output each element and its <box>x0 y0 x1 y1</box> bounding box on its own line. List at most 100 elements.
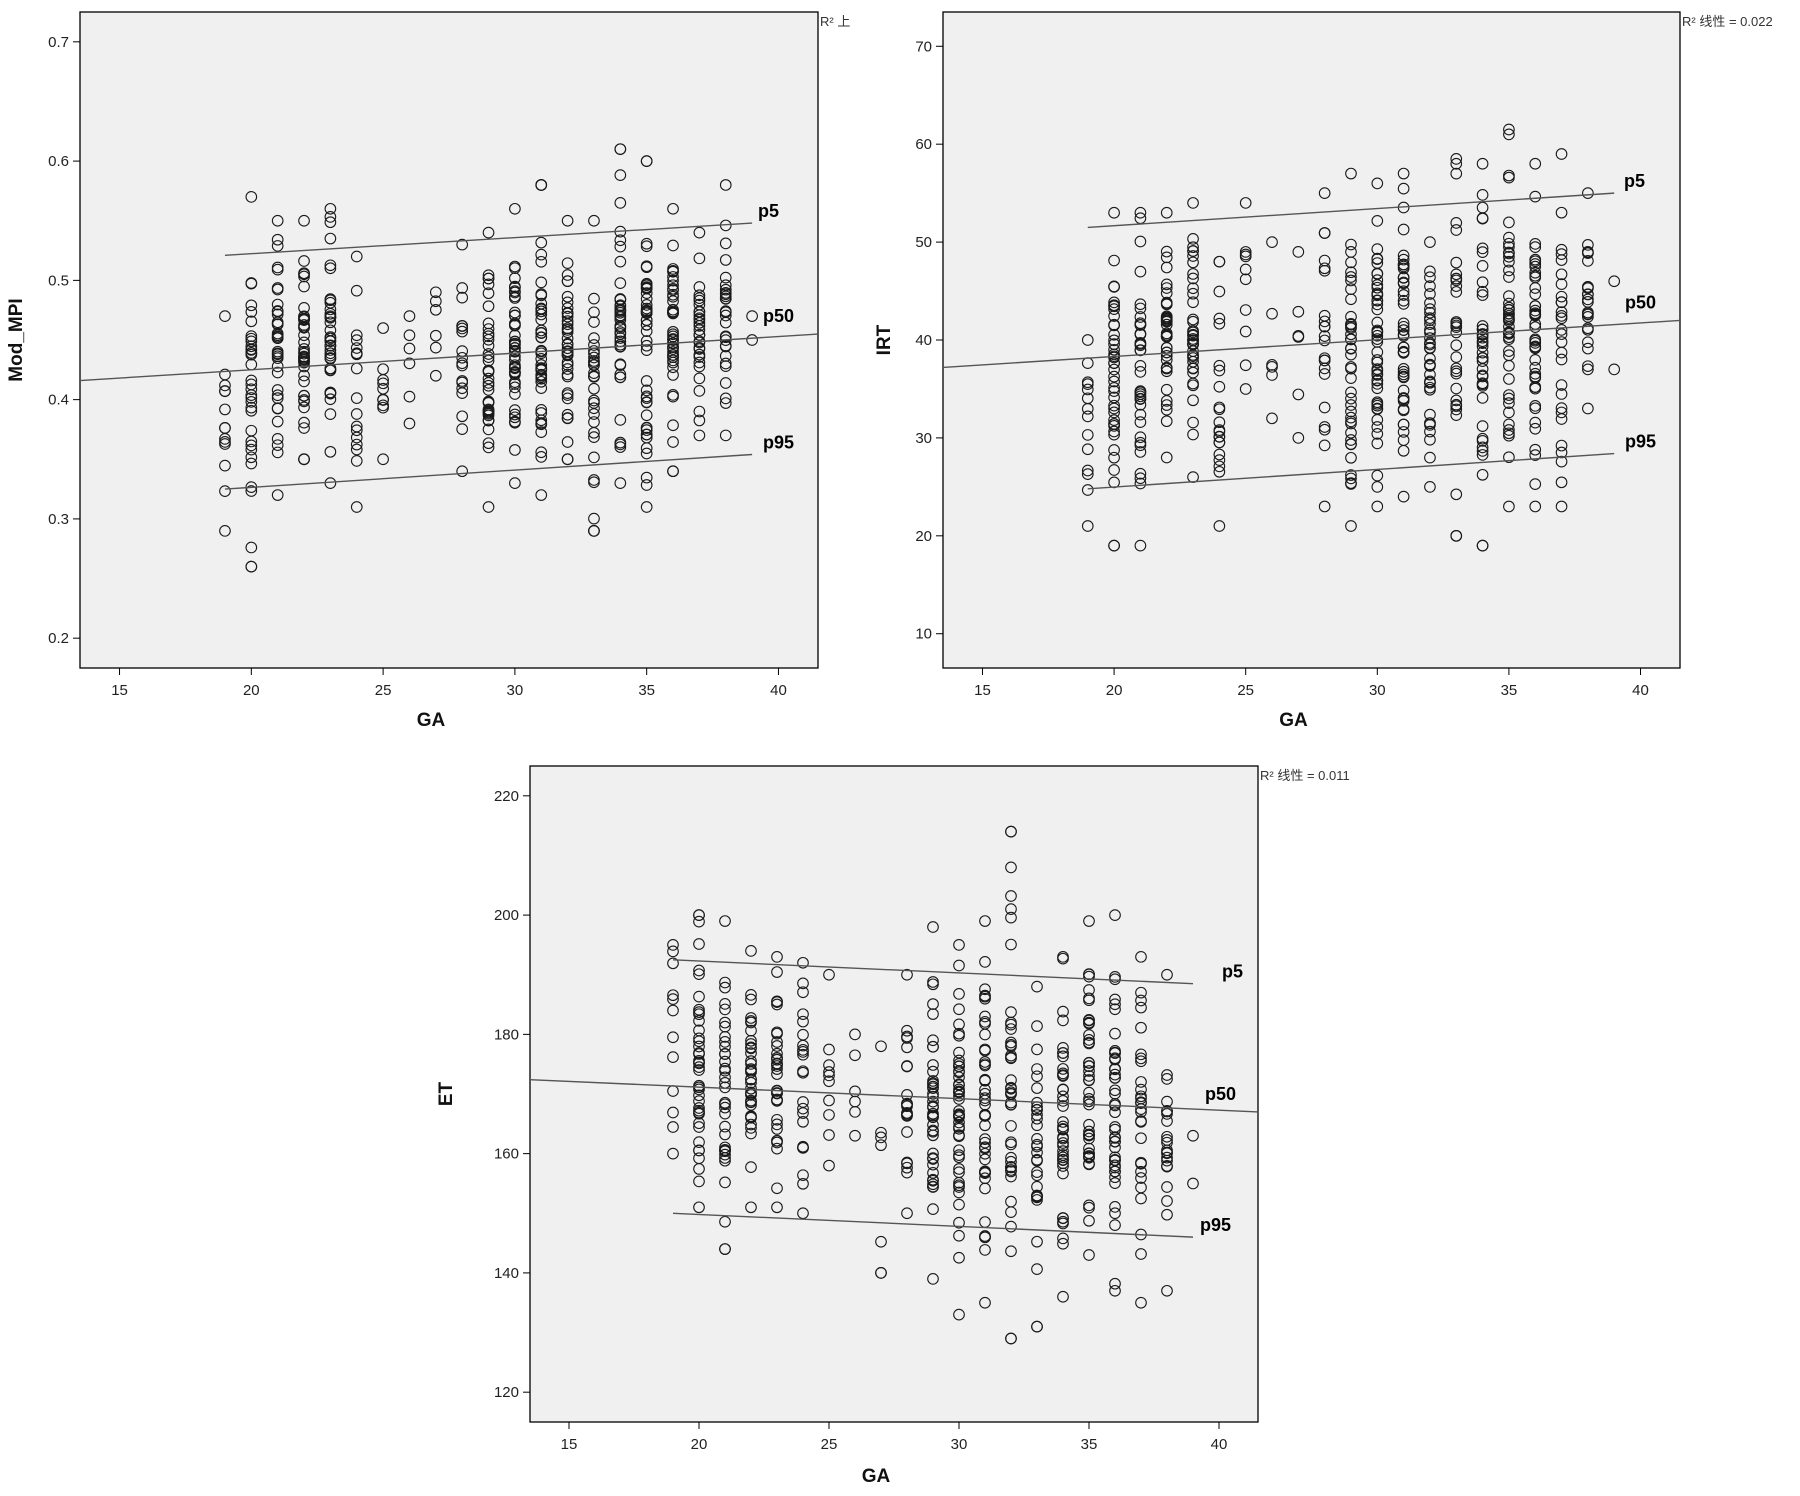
data-point <box>771 1201 783 1214</box>
data-point <box>1582 245 1594 258</box>
x-tick-label: 15 <box>111 682 128 699</box>
data-point <box>1109 993 1121 1006</box>
data-point <box>324 349 337 362</box>
data-point <box>482 278 495 291</box>
data-point <box>1371 469 1384 482</box>
data-point <box>1318 500 1331 513</box>
data-point <box>1161 1073 1173 1085</box>
data-point <box>324 216 337 229</box>
y-tick-label: 60 <box>915 136 932 153</box>
data-point <box>1213 317 1226 330</box>
y-tick-label: 0.2 <box>48 630 69 647</box>
data-point <box>561 310 574 323</box>
percentile-line-p50 <box>79 333 819 382</box>
data-point <box>745 1087 757 1100</box>
data-point <box>745 1096 757 1109</box>
data-point <box>1160 395 1173 407</box>
data-point <box>1345 342 1357 355</box>
data-point <box>1213 285 1226 298</box>
data-point <box>797 1039 809 1052</box>
data-point <box>1397 289 1410 301</box>
data-point <box>693 1014 705 1027</box>
data-point <box>745 945 757 957</box>
data-point <box>1083 1070 1095 1082</box>
data-point <box>693 1095 705 1107</box>
data-point <box>901 1041 913 1054</box>
data-point <box>1135 1172 1147 1184</box>
data-point <box>927 921 939 933</box>
data-point <box>298 369 310 382</box>
data-point <box>667 325 679 338</box>
data-point <box>1134 416 1147 429</box>
data-point <box>771 1142 783 1155</box>
data-point <box>1529 238 1542 250</box>
data-point <box>1108 334 1120 347</box>
data-point <box>1160 383 1173 396</box>
data-point <box>1371 421 1384 433</box>
data-point <box>953 1216 965 1229</box>
data-point <box>1529 258 1542 270</box>
data-point <box>1005 1170 1017 1183</box>
data-point <box>1109 909 1121 921</box>
data-point <box>1108 299 1120 312</box>
data-point <box>1108 414 1120 426</box>
data-point <box>509 317 521 330</box>
data-point <box>1345 411 1357 424</box>
data-point <box>640 375 653 387</box>
data-point <box>1135 1116 1147 1128</box>
data-point <box>1450 217 1463 229</box>
data-point <box>797 1048 809 1061</box>
data-point <box>823 1066 835 1078</box>
data-point <box>1187 296 1199 309</box>
percentile-label-p95: p95 <box>1200 1215 1231 1235</box>
data-point <box>1555 324 1568 336</box>
data-point <box>1555 268 1568 281</box>
data-point <box>719 1071 731 1084</box>
data-point <box>1187 282 1199 295</box>
data-point <box>1582 322 1594 335</box>
data-point <box>745 1161 757 1173</box>
data-point <box>1083 1129 1095 1142</box>
data-point <box>1450 339 1463 352</box>
data-point <box>1450 351 1463 363</box>
data-point <box>953 1251 965 1264</box>
data-point <box>1161 1181 1173 1193</box>
data-point <box>271 263 284 276</box>
data-point <box>561 257 574 270</box>
data-point <box>979 1147 991 1160</box>
data-point <box>901 1089 913 1101</box>
data-point <box>1057 1067 1069 1080</box>
data-point <box>245 451 258 464</box>
data-point <box>1108 370 1120 383</box>
data-point <box>875 1235 887 1248</box>
data-point <box>324 232 337 245</box>
r2-label: R² 线性 = 0.022 <box>1682 14 1773 29</box>
data-point <box>509 359 521 372</box>
data-point <box>771 1040 783 1052</box>
data-point <box>1031 1154 1043 1167</box>
data-point <box>245 315 258 328</box>
data-point <box>797 1115 809 1128</box>
data-point <box>693 414 706 427</box>
data-point <box>667 1031 679 1044</box>
data-point <box>298 336 310 349</box>
data-point <box>1187 355 1199 368</box>
data-point <box>1005 1245 1017 1258</box>
data-point <box>745 989 757 1001</box>
data-point <box>1135 1055 1147 1068</box>
data-point <box>1135 1052 1147 1065</box>
data-point <box>927 1181 939 1193</box>
data-point <box>1424 481 1436 493</box>
percentile-line-p95 <box>672 1212 1194 1238</box>
data-point <box>979 1133 991 1145</box>
data-point <box>1187 428 1199 441</box>
y-axis-title: Mod_MPI <box>6 298 27 381</box>
data-point <box>245 439 258 452</box>
data-point <box>1371 274 1384 287</box>
data-point <box>324 324 337 337</box>
data-point <box>667 340 679 353</box>
data-point <box>588 512 600 525</box>
data-point <box>1529 443 1542 456</box>
data-point <box>640 501 653 513</box>
data-point <box>927 1077 939 1089</box>
